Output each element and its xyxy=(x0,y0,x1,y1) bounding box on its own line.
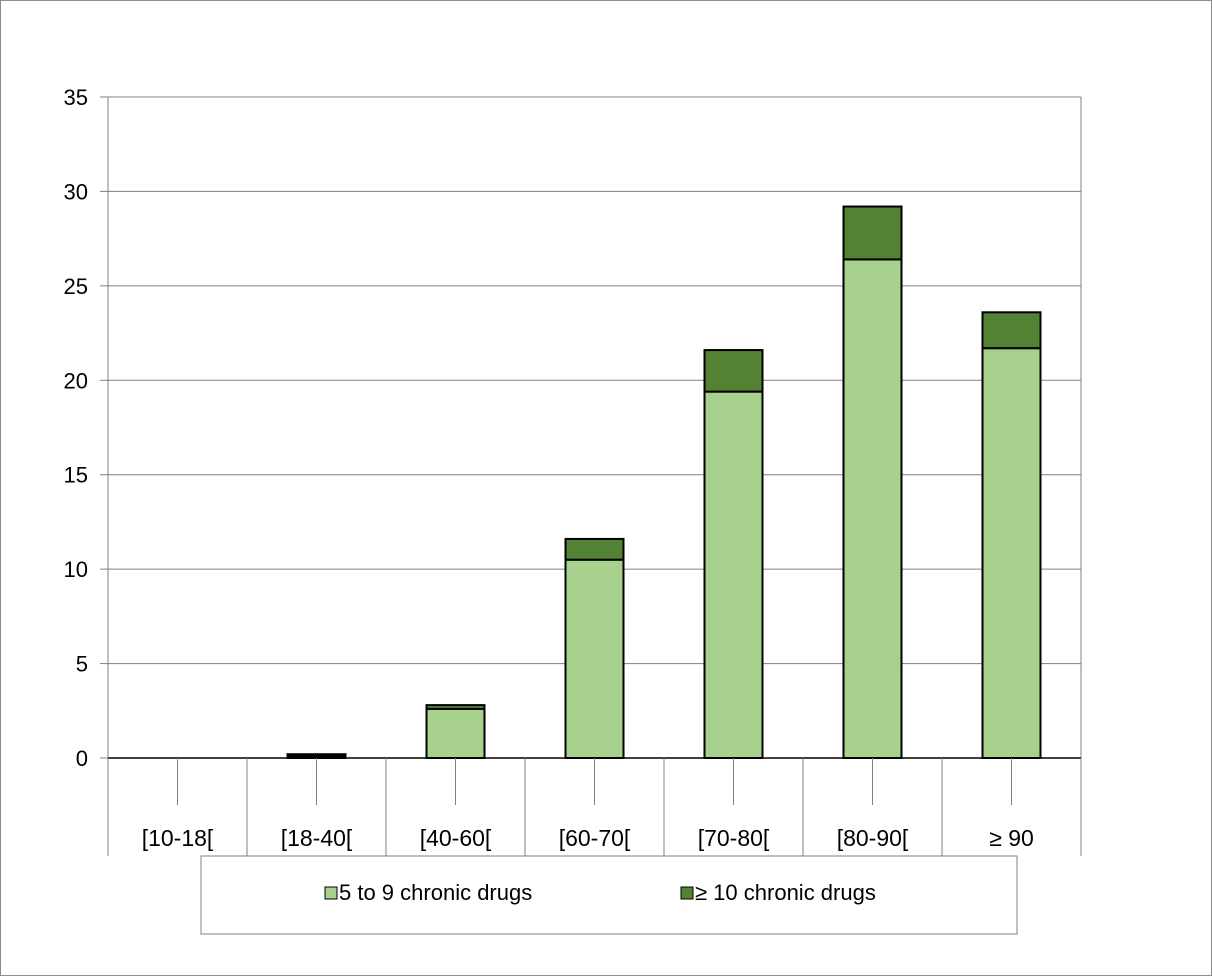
category-label: [18-40[ xyxy=(281,825,353,851)
category-label: [40-60[ xyxy=(420,825,492,851)
bars xyxy=(286,205,1042,760)
legend-swatch-10-plus xyxy=(680,886,694,900)
bar-5-to-9 xyxy=(564,558,625,760)
bar-10-plus xyxy=(564,537,625,561)
y-tick-label: 10 xyxy=(64,557,88,582)
bar-5-to-9 xyxy=(981,347,1042,759)
y-tick-label: 15 xyxy=(64,463,88,488)
y-axis-ticks: 0 5 10 15 20 25 30 35 xyxy=(64,85,108,771)
category-label: ≥ 90 xyxy=(989,825,1034,851)
y-tick-label: 25 xyxy=(64,274,88,299)
category-label: [10-18[ xyxy=(142,825,214,851)
bar-10-plus xyxy=(425,704,486,710)
y-tick-label: 20 xyxy=(64,368,88,393)
x-axis: [10-18[ [18-40[ [40-60[ [60-70[ [70-80[ [80-9… xyxy=(107,757,1082,856)
category-label: [60-70[ xyxy=(559,825,631,851)
bar-5-to-9 xyxy=(842,258,903,759)
category-label: [70-80[ xyxy=(698,825,770,851)
legend: 5 to 9 chronic drugs ≥ 10 chronic drugs xyxy=(200,855,1018,935)
y-tick-label: 30 xyxy=(64,179,88,204)
legend-box xyxy=(200,855,1018,935)
y-tick-label: 5 xyxy=(76,652,88,677)
legend-label: ≥ 10 chronic drugs xyxy=(695,880,876,905)
bar-5-to-9 xyxy=(425,707,486,760)
bar-5-to-9 xyxy=(703,390,764,759)
gridlines xyxy=(107,96,1082,758)
bar-10-plus xyxy=(981,311,1042,350)
bar-10-plus xyxy=(842,205,903,261)
y-tick-label: 0 xyxy=(76,746,88,771)
y-tick-label: 35 xyxy=(64,85,88,110)
bar-10-plus xyxy=(703,349,764,393)
category-label: [80-90[ xyxy=(837,825,909,851)
legend-label: 5 to 9 chronic drugs xyxy=(339,880,532,905)
bar-10-plus xyxy=(286,753,347,758)
legend-swatch-5-to-9 xyxy=(324,886,338,900)
